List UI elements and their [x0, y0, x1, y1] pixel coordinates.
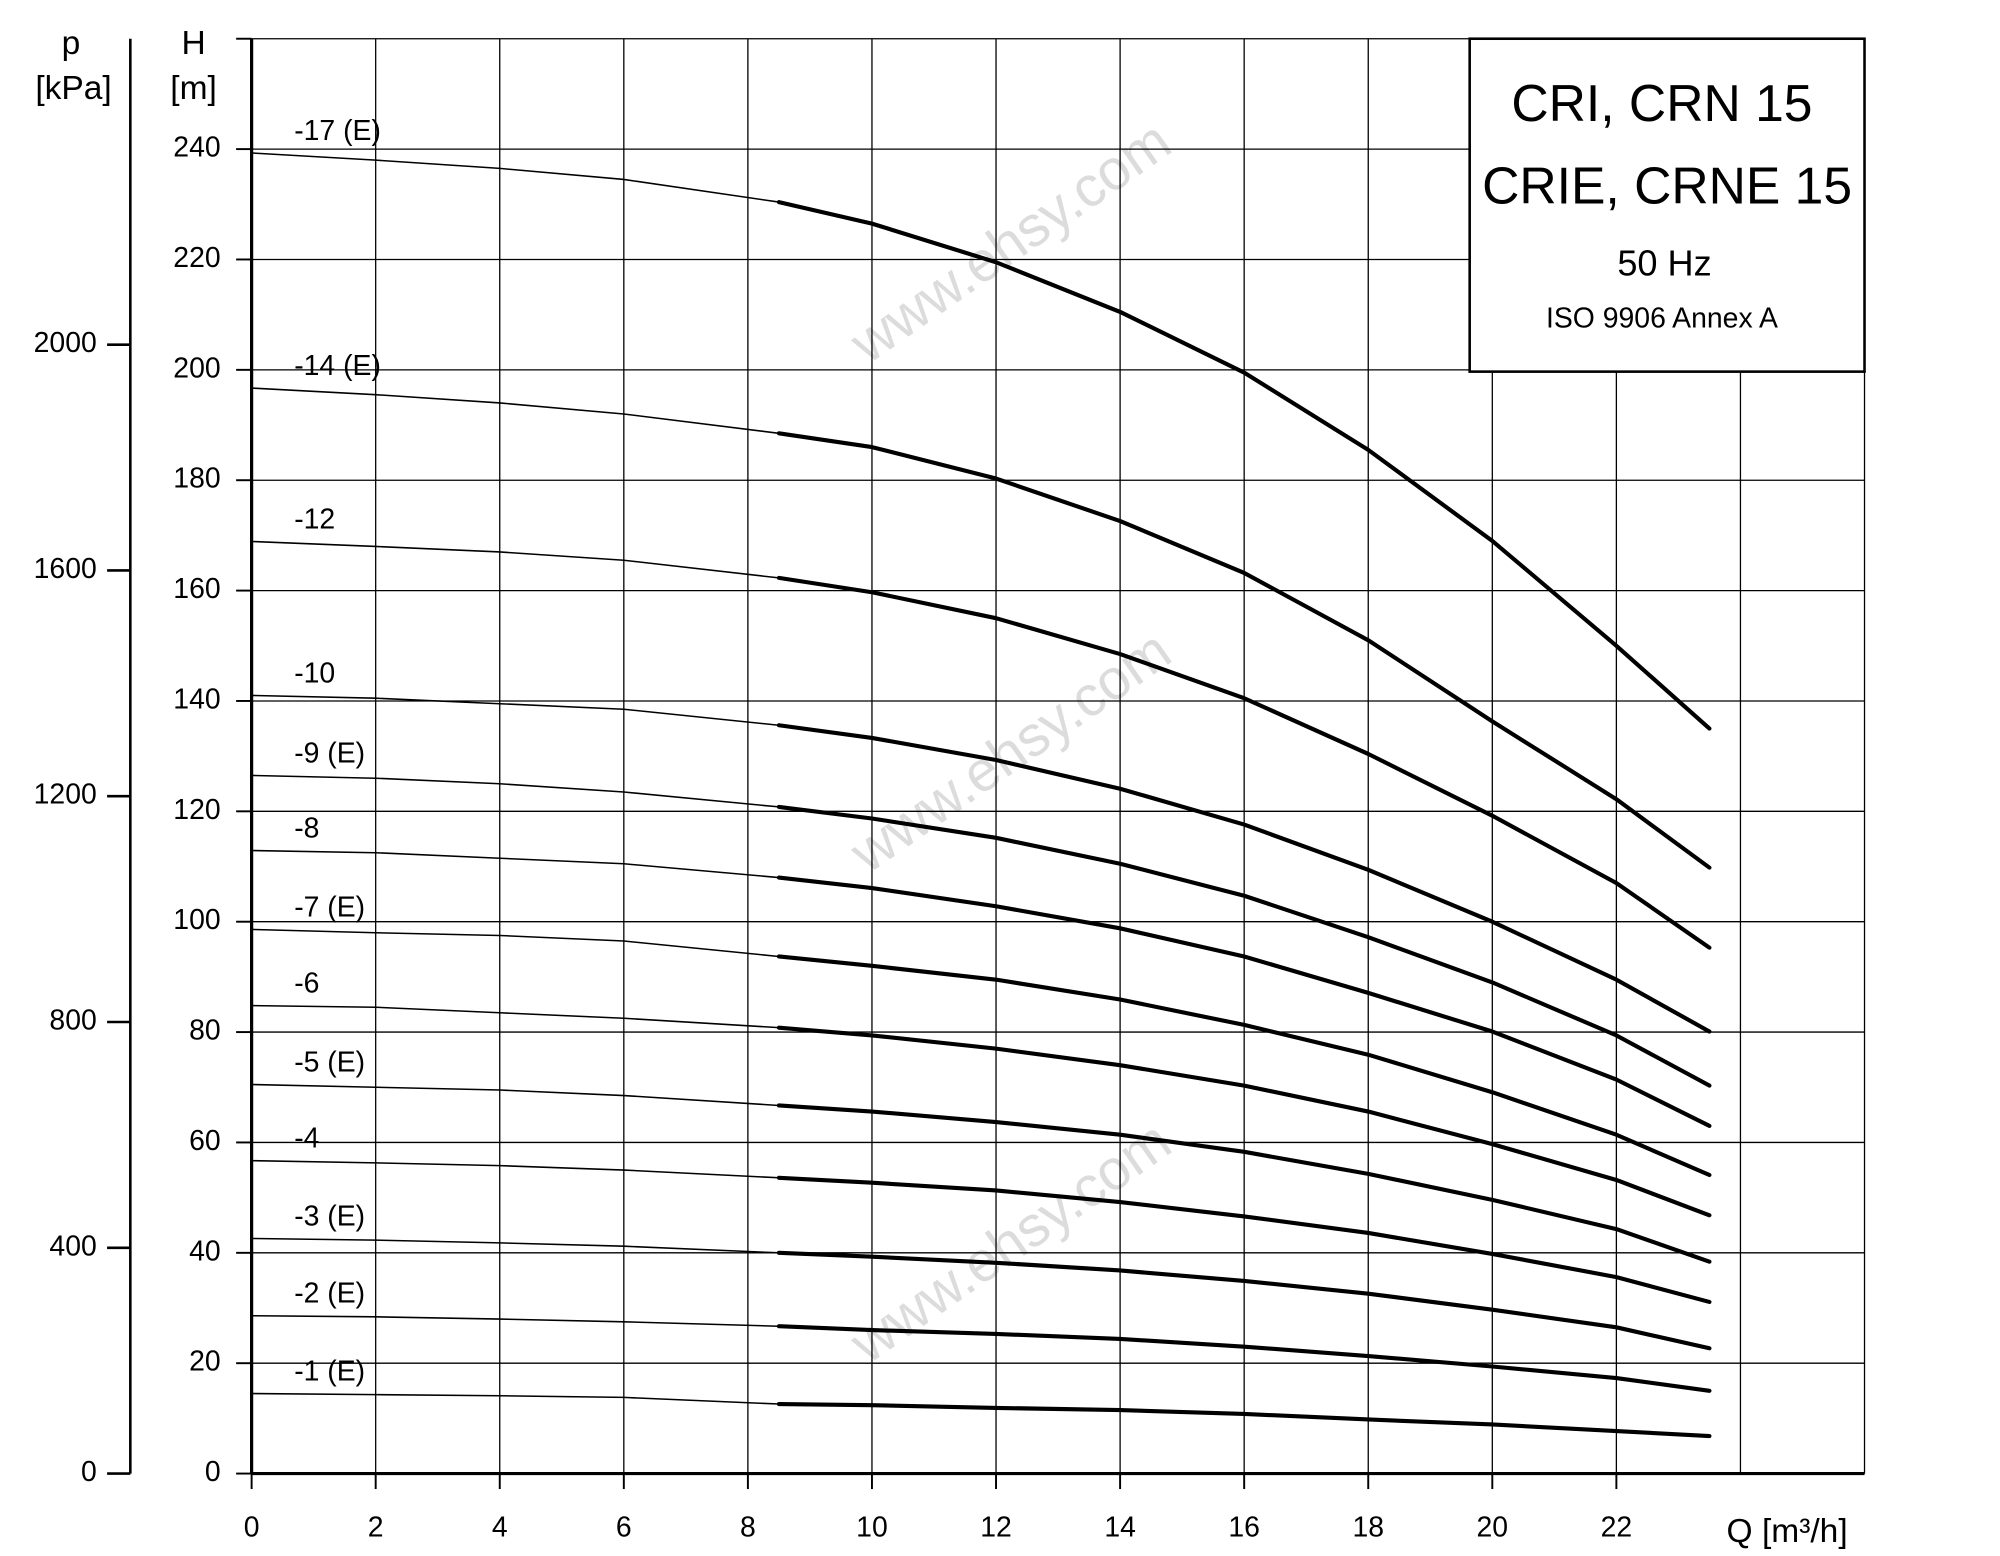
y-tick-label: 80	[189, 1015, 221, 1047]
axes: 0204060801001201401601802002202400400800…	[34, 37, 1865, 1544]
curve-thick	[776, 804, 1712, 1088]
y2-axis-label: p	[62, 25, 81, 62]
y-tick-label: 240	[173, 132, 220, 164]
curve-label: -3 (E)	[294, 1200, 365, 1232]
curve-thick	[776, 1103, 1712, 1264]
y-tick-label: 100	[173, 904, 220, 936]
y-tick-label: 40	[189, 1235, 221, 1267]
curve-thick	[776, 875, 1712, 1128]
y-tick-label: 220	[173, 242, 220, 274]
y-axis-label: H	[181, 25, 205, 62]
y-tick-label: 60	[189, 1125, 221, 1157]
curve-thin	[250, 928, 780, 958]
x-tick-label: 18	[1352, 1512, 1384, 1544]
y2-tick-label: 800	[49, 1005, 96, 1037]
curve-thick	[776, 200, 1712, 731]
title-line: CRI, CRN 15	[1511, 74, 1812, 132]
x-tick-label: 12	[980, 1512, 1012, 1544]
x-tick-label: 20	[1477, 1512, 1509, 1544]
curve-thin	[250, 540, 780, 579]
curve-thin	[250, 1392, 780, 1405]
y2-tick-label: 1600	[34, 553, 97, 585]
y-tick-label: 0	[205, 1456, 221, 1488]
title-line: CRIE, CRNE 15	[1482, 156, 1852, 214]
x-tick-label: 0	[244, 1512, 260, 1544]
y-tick-label: 20	[189, 1346, 221, 1378]
y-tick-label: 120	[173, 794, 220, 826]
y-tick-label: 160	[173, 573, 220, 605]
curve-thick	[776, 575, 1712, 950]
y2-tick-label: 0	[81, 1456, 97, 1488]
curve-thin	[250, 152, 780, 203]
x-tick-label: 16	[1228, 1512, 1260, 1544]
x-tick-label: 14	[1104, 1512, 1136, 1544]
curve-label: -10	[294, 657, 335, 689]
curve-label: -14 (E)	[294, 350, 381, 382]
curve-thick	[776, 723, 1712, 1034]
curve-thin	[250, 1004, 780, 1029]
y2-axis-label: [kPa]	[35, 70, 111, 107]
curve-thick	[776, 1324, 1712, 1393]
curve-thin	[250, 849, 780, 879]
curve-thin	[250, 774, 780, 808]
y2-tick-label: 1200	[34, 779, 97, 811]
x-tick-label: 8	[740, 1512, 756, 1544]
x-tick-label: 4	[492, 1512, 508, 1544]
curve-thin	[250, 1159, 780, 1179]
curve-label: -7 (E)	[294, 891, 365, 923]
title-line: 50 Hz	[1617, 242, 1711, 283]
curve-thin	[250, 1237, 780, 1254]
x-axis-label: Q [m³/h]	[1727, 1513, 1848, 1550]
curve-label: -6	[294, 967, 319, 999]
curve-label: -12	[294, 503, 335, 535]
y-tick-label: 140	[173, 683, 220, 715]
curves: -17 (E) -14 (E) -12 -10 -9 (E) -8 -7 (E) -6 -5 (…	[250, 115, 1712, 1439]
curve-thin	[250, 694, 780, 727]
curve-label: -4	[294, 1123, 319, 1155]
curve-thick	[776, 431, 1712, 870]
y-tick-label: 200	[173, 352, 220, 384]
y-tick-label: 180	[173, 463, 220, 495]
x-tick-label: 2	[368, 1512, 384, 1544]
x-tick-label: 22	[1601, 1512, 1633, 1544]
title-line: ISO 9906 Annex A	[1546, 303, 1778, 335]
x-tick-label: 10	[856, 1512, 888, 1544]
y-axis-label: [m]	[170, 70, 217, 107]
curve-label: -1 (E)	[294, 1355, 365, 1387]
curve-label: -5 (E)	[294, 1046, 365, 1078]
curve-thick	[776, 1250, 1712, 1351]
curve-label: -9 (E)	[294, 737, 365, 769]
curve-thin	[250, 1083, 780, 1107]
curve-thick	[776, 1175, 1712, 1305]
curve-label: -8	[294, 812, 319, 844]
curve-label: -17 (E)	[294, 115, 381, 147]
x-tick-label: 6	[616, 1512, 632, 1544]
curve-thick	[776, 954, 1712, 1178]
curve-thin	[250, 1314, 780, 1327]
curve-thick	[776, 1025, 1712, 1218]
y2-tick-label: 2000	[34, 327, 97, 359]
curve-thick	[776, 1401, 1712, 1439]
curve-label: -2 (E)	[294, 1278, 365, 1310]
y2-tick-label: 400	[49, 1230, 96, 1262]
title-box	[1468, 37, 1866, 373]
curve-thin	[250, 387, 780, 435]
